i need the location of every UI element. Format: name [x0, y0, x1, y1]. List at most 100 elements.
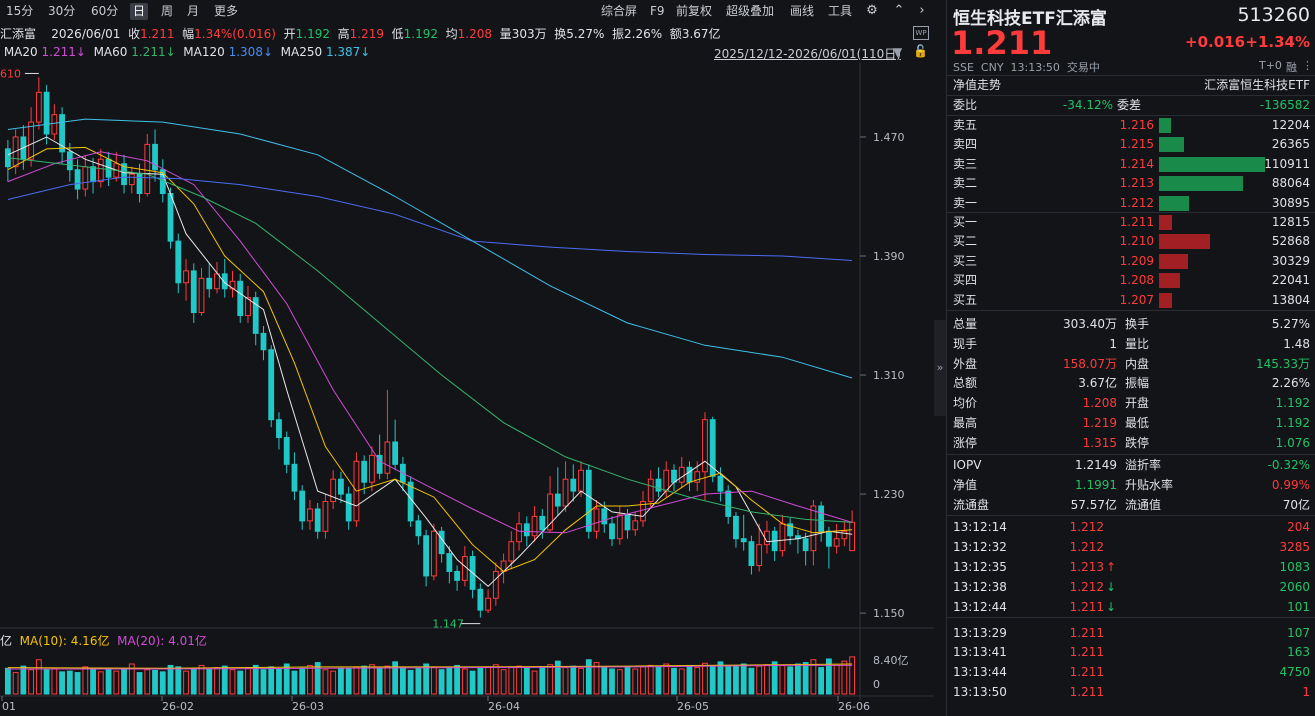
candle-body	[454, 570, 461, 581]
book-row[interactable]: 卖二 1.213 88064	[947, 174, 1315, 193]
volume-unit-fragment: 亿	[0, 634, 13, 648]
pre-adjust-button[interactable]: 前复权	[676, 4, 713, 18]
date-range-link[interactable]: 2025/12/12-2026/06/01(110日)	[714, 47, 901, 61]
volume-bar	[43, 668, 50, 695]
tick-volume: 1083	[1279, 559, 1310, 574]
more-icon[interactable]: ⋮	[1302, 59, 1313, 72]
volume-bar	[771, 661, 778, 695]
candle-body	[609, 523, 615, 540]
tick-volume: 204	[1287, 520, 1310, 534]
volume-bar	[624, 667, 631, 695]
volume-bar	[686, 664, 693, 695]
candle-body	[322, 501, 329, 532]
volume-bar	[307, 664, 313, 695]
lock-icon[interactable]: 🔓	[913, 44, 928, 58]
price-change: +0.016	[1185, 33, 1246, 51]
book-row[interactable]: 卖一 1.212 30895	[947, 194, 1315, 213]
volume-bar	[330, 670, 337, 695]
nav-row[interactable]: 净值走势 汇添富恒生科技ETF	[947, 76, 1315, 95]
stat-value: 1.2149	[1075, 458, 1117, 472]
stat-row: 涨停 1.315 跌停 1.076	[947, 434, 1315, 453]
candle-body	[725, 490, 732, 517]
high-marker-label: 610	[0, 67, 21, 80]
candle-body	[128, 173, 135, 186]
book-row[interactable]: 买二 1.210 52868	[947, 232, 1315, 251]
stat-value: 1.48	[1283, 336, 1310, 351]
candle-body	[531, 515, 538, 537]
tick-price: 1.211	[1069, 685, 1104, 700]
candle-body	[376, 454, 383, 474]
candle-body	[539, 515, 546, 531]
stat-value: 303.40万	[1063, 317, 1117, 331]
volume-bar	[229, 669, 236, 695]
candle-body	[570, 478, 577, 492]
candle-body	[167, 193, 174, 242]
volume-bar	[260, 669, 267, 695]
settings-gear-icon[interactable]: ⚙	[866, 3, 878, 18]
collapse-panel-toggle[interactable]: »	[934, 320, 946, 416]
vol-value: 303万	[511, 27, 547, 41]
stat-label: 最高	[953, 416, 978, 430]
book-row[interactable]: 买一 1.211 12815	[947, 213, 1315, 232]
window-mode-icon[interactable]: WP	[913, 26, 929, 40]
super-overlay-button[interactable]: 超级叠加	[726, 4, 775, 18]
open-label: 开	[283, 27, 296, 41]
book-row[interactable]: 卖五 1.216 12204	[947, 116, 1315, 135]
avg-value: 1.208	[457, 27, 493, 41]
candle-body	[663, 469, 670, 492]
book-depth-bar	[1159, 292, 1172, 308]
volume-bar	[136, 672, 143, 695]
volume-bar	[59, 671, 65, 695]
book-row[interactable]: 买四 1.208 22041	[947, 271, 1315, 290]
volume-bar	[640, 666, 646, 695]
stat-row: 总额 3.67亿 振幅 2.26%	[947, 374, 1315, 393]
volume-bar	[810, 659, 817, 695]
overview-screen-button[interactable]: 综合屏	[601, 4, 638, 18]
scroll-up-icon[interactable]: ⌃	[893, 3, 905, 18]
period-month-button[interactable]: 月	[187, 4, 200, 18]
volume-bar	[671, 667, 677, 695]
book-level-label: 卖五	[953, 118, 978, 132]
candle-body	[446, 553, 453, 572]
book-row[interactable]: 卖三 1.214 110911	[947, 155, 1315, 174]
volume-bar	[539, 666, 546, 695]
volume-bar	[175, 666, 182, 695]
candle-body	[593, 508, 600, 532]
tick-time: 13:13:41	[953, 645, 1007, 660]
book-row[interactable]: 卖四 1.215 26365	[947, 135, 1315, 154]
candle-body	[291, 463, 298, 492]
period-60min-button[interactable]: 60分	[91, 4, 119, 18]
book-row[interactable]: 买五 1.207 13804	[947, 291, 1315, 310]
candle-body	[206, 277, 213, 290]
period-15min-button[interactable]: 15分	[6, 4, 34, 18]
vol-label: 量	[499, 27, 512, 41]
stat-label: 振幅	[1125, 376, 1150, 391]
f9-button[interactable]: F9	[650, 4, 665, 18]
book-row[interactable]: 买三 1.209 30329	[947, 252, 1315, 271]
tools-button[interactable]: 工具	[828, 4, 853, 18]
vol-ma20-value: 4.01亿	[168, 634, 207, 648]
kline-chart[interactable]: 1.470 1.390 1.310 1.230 1.150 610 1.147 8.40亿 0 0…	[0, 0, 934, 716]
volume-bar	[20, 665, 27, 695]
ma60-value: 1.211↓	[131, 45, 176, 59]
next-arrow-icon[interactable]: ›	[919, 3, 925, 18]
book-volume: 30895	[1271, 195, 1310, 210]
kline-panel[interactable]: 15分 30分 60分 日 周 月 更多 综合屏 F9 前复权 超级叠加 画线 …	[0, 0, 934, 716]
stat-value: 3.67亿	[1078, 376, 1117, 391]
candle-body	[136, 173, 143, 195]
volume-bar	[585, 659, 592, 695]
period-day-button[interactable]: 日	[130, 3, 149, 20]
volume-bar	[616, 669, 623, 695]
period-week-button[interactable]: 周	[161, 4, 174, 18]
tick-direction-icon: ↑	[1105, 559, 1116, 574]
period-30min-button[interactable]: 30分	[48, 4, 76, 18]
range-dropdown-icon[interactable]: ▼	[893, 45, 903, 59]
period-more-button[interactable]: 更多	[214, 4, 239, 18]
candle-body	[709, 419, 716, 477]
stat-label: 内盘	[1125, 356, 1150, 371]
ma250-label: MA250	[280, 45, 323, 59]
nav-tab[interactable]: 净值走势	[953, 78, 1002, 92]
volume-bar	[423, 663, 430, 695]
volume-ma10-line	[7, 663, 853, 669]
draw-line-button[interactable]: 画线	[790, 4, 815, 18]
